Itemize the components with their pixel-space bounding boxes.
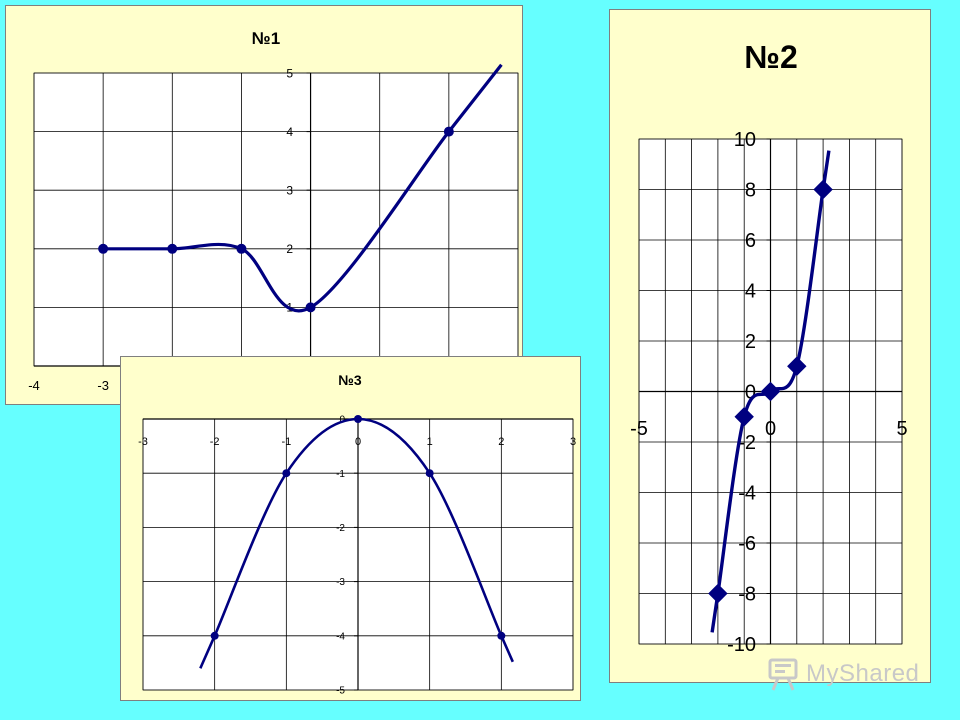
data-point [734,407,754,427]
y-tick-label: 10 [734,129,756,151]
y-tick-label: 0 [745,382,756,404]
x-tick-label: 5 [896,418,907,440]
data-point [497,631,506,640]
y-tick-label: 5 [286,66,293,80]
presentation-board-icon [768,658,798,691]
x-tick-label: 0 [765,418,776,440]
chart-3-svg: 0 -1 -2 -3 -4 -5 -3 -2 -1 0 1 2 3 №3 [138,372,576,697]
chart-2-title: №2 [744,39,797,75]
chart-3-panel: 0 -1 -2 -3 -4 -5 -3 -2 -1 0 1 2 3 №3 [120,356,581,701]
x-tick-label: -3 [138,436,148,448]
y-tick-label: -3 [336,577,345,588]
chart-1-panel: 1 2 3 4 5 -4 -3 №1 [5,5,523,405]
y-tick-label: -4 [738,483,756,505]
y-tick-label: -1 [336,469,345,480]
data-point [210,631,219,640]
x-tick-label: 0 [355,436,361,448]
x-tick-label: -5 [630,418,648,440]
x-tick-label: 1 [427,436,433,448]
y-tick-label: -2 [738,432,756,454]
y-tick-label: 4 [745,281,756,303]
x-tick-label: 3 [570,436,576,448]
data-point [282,469,291,478]
data-point [354,415,362,423]
y-tick-label: -10 [727,634,756,656]
chart-3-title: №3 [338,372,362,388]
watermark-text: MyShared [806,660,920,687]
data-point [708,583,728,604]
data-point [813,179,833,200]
y-tick-label: -8 [738,584,756,606]
chart-2-svg: -10 -8 -6 -4 -2 0 2 4 6 8 10 -5 0 5 №2 [630,39,907,656]
data-point [167,243,178,254]
chart-1-title: №1 [252,29,280,48]
x-tick-label: -4 [28,378,40,393]
plot-area [33,72,519,367]
y-tick-label: 0 [339,415,345,426]
y-tick-label: -2 [336,523,345,534]
y-tick-label: 6 [745,230,756,252]
y-tick-label: -6 [738,533,756,555]
data-point [305,302,316,313]
x-tick-label: -1 [281,436,291,448]
data-point [443,126,454,137]
data-point [236,243,247,254]
x-tick-label: -3 [97,378,109,393]
y-tick-label: 2 [745,331,756,353]
y-tick-label: -5 [336,686,345,697]
x-tick-label: -2 [210,436,220,448]
chart-2-panel: -10 -8 -6 -4 -2 0 2 4 6 8 10 -5 0 5 №2 [609,9,931,683]
y-tick-label: 4 [286,125,293,139]
data-point [425,469,434,478]
x-tick-label: 2 [498,436,504,448]
watermark: MyShared [766,654,936,694]
data-point [787,356,807,376]
y-tick-label: 8 [745,180,756,202]
data-point [98,243,109,254]
y-tick-label: -4 [336,631,345,642]
y-tick-label: 3 [286,184,293,198]
data-point [760,381,781,402]
y-tick-label: 2 [286,242,293,256]
